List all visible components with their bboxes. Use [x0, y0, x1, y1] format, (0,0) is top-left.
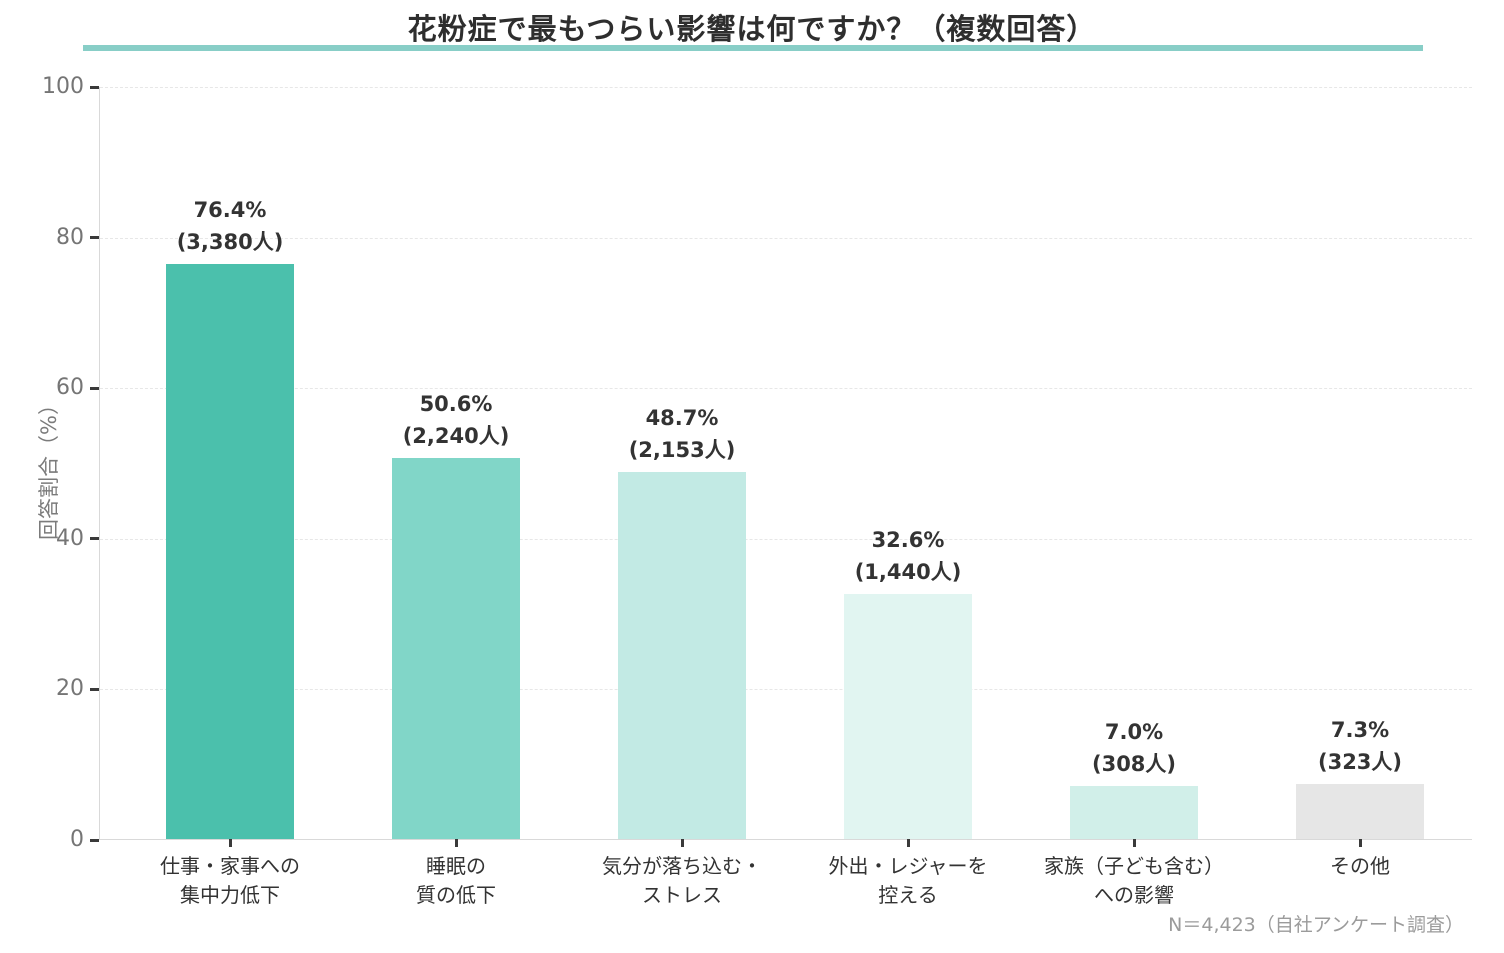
bar — [166, 263, 294, 839]
y-tick-mark — [90, 687, 99, 691]
y-tick-label: 0 — [70, 827, 84, 852]
y-tick-label: 40 — [56, 525, 84, 551]
sample-size-footnote: N＝4,423（自社アンケート調査） — [1168, 914, 1464, 936]
chart-title: 花粉症で最もつらい影響は何ですか？（複数回答） — [407, 12, 1097, 46]
y-tick-mark — [90, 236, 99, 240]
x-tick-mark — [906, 839, 910, 847]
bar-value-label-block: 7.3% (323人) — [1210, 714, 1504, 778]
grid-line — [100, 237, 1472, 239]
x-category-label: 仕事・家事への 集中力低下 — [160, 854, 300, 907]
bar-value-label: 76.4% — [193, 197, 267, 222]
x-category-label: 家族（子ども含む） への影響 — [1044, 854, 1224, 907]
bar-value-label: 50.6% — [419, 391, 493, 416]
x-tick-mark — [1358, 839, 1362, 847]
y-tick-mark — [90, 537, 99, 541]
x-tick-mark — [228, 839, 232, 847]
bar — [1070, 786, 1198, 839]
bar-value-label-block: 76.4% (3,380人) — [80, 194, 380, 258]
y-tick-mark — [90, 85, 99, 89]
bar-count-label: (308人) — [1091, 752, 1177, 777]
bar-value-label-block: 48.7% (2,153人) — [532, 402, 832, 466]
bar-value-label-block: 7.0% (308人) — [984, 716, 1284, 780]
bar — [1296, 784, 1424, 839]
y-tick-label: 80 — [56, 224, 84, 250]
x-category-label: 気分が落ち込む・ ストレス — [602, 854, 762, 907]
y-tick-mark — [90, 386, 99, 390]
plot-area: 0 20 40 60 80 100 76.4% (3,380人) 仕事・家事への 集中力低下 50… — [42, 76, 1472, 907]
bar-value-label: 32.6% — [871, 527, 945, 552]
bar — [844, 593, 972, 839]
y-tick-mark — [90, 838, 99, 842]
x-category-label: その他 — [1330, 854, 1390, 878]
x-category-label: 睡眠の 質の低下 — [416, 854, 496, 907]
x-tick-mark — [454, 839, 458, 847]
y-tick-label: 100 — [42, 74, 84, 99]
bar-value-label-block: 50.6% (2,240人) — [306, 388, 606, 452]
grid-line — [100, 87, 1472, 88]
x-tick-mark — [680, 839, 684, 847]
grid-line — [100, 538, 1472, 540]
y-tick-label: 20 — [56, 676, 84, 702]
bar-count-label: (323人) — [1317, 750, 1403, 775]
bar — [618, 472, 746, 839]
x-tick-mark — [1132, 839, 1136, 847]
title-underline-bar — [83, 45, 1423, 51]
bar-value-label-block: 32.6% (1,440人) — [758, 524, 1058, 588]
x-category-label: 外出・レジャーを 控える — [828, 854, 988, 907]
bar-count-label: (3,380人) — [176, 229, 284, 254]
bar-value-label: 7.3% — [1330, 718, 1390, 743]
bar-value-label: 48.7% — [645, 406, 719, 431]
bar-count-label: (2,240人) — [402, 423, 510, 448]
grid-line — [100, 689, 1472, 691]
bar-count-label: (1,440人) — [854, 559, 962, 584]
grid-line — [100, 388, 1472, 390]
bar-count-label: (2,153人) — [628, 438, 736, 463]
bar — [392, 457, 520, 839]
bar-value-label: 7.0% — [1104, 720, 1164, 745]
y-tick-label: 60 — [56, 375, 84, 401]
